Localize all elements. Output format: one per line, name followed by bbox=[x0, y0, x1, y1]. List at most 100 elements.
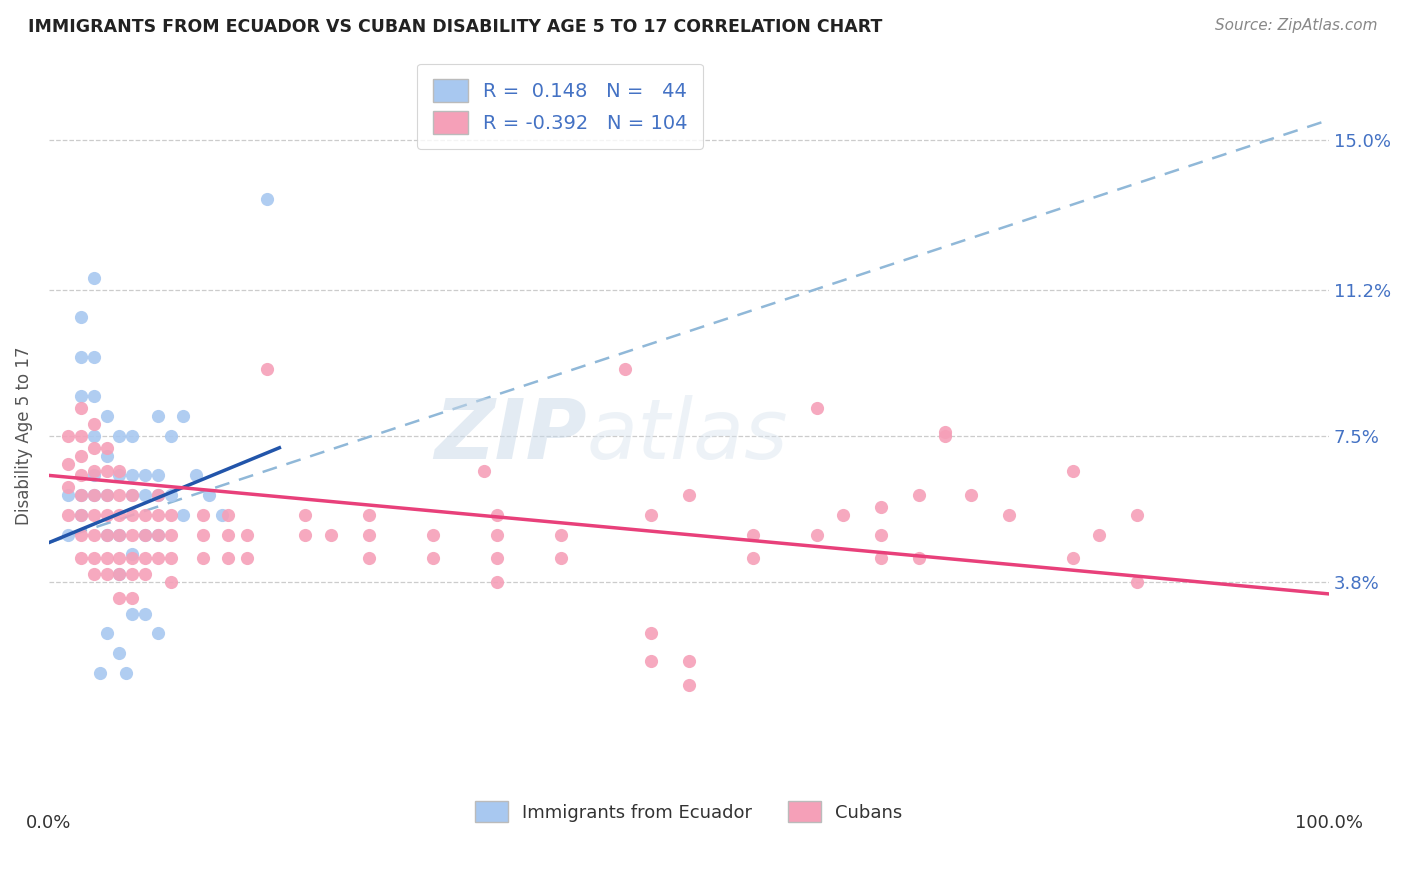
Point bbox=[56, 488, 79, 502]
Text: IMMIGRANTS FROM ECUADOR VS CUBAN DISABILITY AGE 5 TO 17 CORRELATION CHART: IMMIGRANTS FROM ECUADOR VS CUBAN DISABIL… bbox=[28, 18, 883, 36]
Point bbox=[640, 508, 662, 522]
Point bbox=[56, 527, 79, 541]
Point bbox=[83, 508, 105, 522]
Point bbox=[217, 527, 239, 541]
Text: Source: ZipAtlas.com: Source: ZipAtlas.com bbox=[1215, 18, 1378, 33]
Point bbox=[485, 575, 508, 590]
Point bbox=[159, 527, 181, 541]
Point bbox=[146, 508, 169, 522]
Point bbox=[121, 488, 143, 502]
Point bbox=[83, 468, 105, 483]
Point bbox=[146, 527, 169, 541]
Point bbox=[108, 646, 131, 660]
Point bbox=[134, 551, 156, 566]
Point bbox=[70, 508, 93, 522]
Point bbox=[1126, 575, 1149, 590]
Point bbox=[422, 527, 444, 541]
Point bbox=[89, 665, 111, 680]
Point bbox=[70, 527, 93, 541]
Point bbox=[70, 468, 93, 483]
Point bbox=[357, 508, 380, 522]
Point bbox=[70, 488, 93, 502]
Point bbox=[121, 551, 143, 566]
Point bbox=[96, 441, 118, 455]
Point bbox=[121, 548, 143, 562]
Point bbox=[83, 527, 105, 541]
Point bbox=[870, 500, 893, 514]
Point bbox=[83, 488, 105, 502]
Point bbox=[485, 551, 508, 566]
Point bbox=[108, 527, 131, 541]
Point bbox=[96, 409, 118, 424]
Point bbox=[640, 654, 662, 668]
Point bbox=[121, 468, 143, 483]
Point bbox=[1087, 527, 1109, 541]
Point bbox=[908, 551, 931, 566]
Point bbox=[108, 527, 131, 541]
Point bbox=[159, 575, 181, 590]
Point bbox=[422, 551, 444, 566]
Point bbox=[114, 665, 136, 680]
Point bbox=[56, 508, 79, 522]
Point bbox=[870, 551, 893, 566]
Point bbox=[191, 527, 214, 541]
Point bbox=[146, 468, 169, 483]
Point bbox=[908, 488, 931, 502]
Point bbox=[134, 527, 156, 541]
Point bbox=[357, 527, 380, 541]
Point bbox=[806, 527, 828, 541]
Point bbox=[108, 551, 131, 566]
Point bbox=[70, 488, 93, 502]
Point bbox=[319, 527, 342, 541]
Point bbox=[191, 508, 214, 522]
Point bbox=[678, 678, 700, 692]
Point bbox=[236, 527, 259, 541]
Point bbox=[211, 508, 233, 522]
Point bbox=[934, 429, 956, 443]
Point bbox=[550, 527, 572, 541]
Point bbox=[134, 468, 156, 483]
Point bbox=[96, 551, 118, 566]
Point bbox=[108, 591, 131, 605]
Point bbox=[485, 508, 508, 522]
Point bbox=[70, 310, 93, 325]
Point bbox=[121, 567, 143, 582]
Point bbox=[121, 527, 143, 541]
Point bbox=[998, 508, 1021, 522]
Point bbox=[108, 488, 131, 502]
Point bbox=[83, 271, 105, 285]
Point bbox=[70, 389, 93, 403]
Point bbox=[96, 488, 118, 502]
Point bbox=[678, 488, 700, 502]
Point bbox=[83, 441, 105, 455]
Point bbox=[159, 508, 181, 522]
Point bbox=[134, 527, 156, 541]
Point bbox=[70, 449, 93, 463]
Point bbox=[70, 429, 93, 443]
Point bbox=[83, 389, 105, 403]
Point bbox=[96, 567, 118, 582]
Point bbox=[83, 429, 105, 443]
Point bbox=[121, 429, 143, 443]
Point bbox=[640, 626, 662, 640]
Point bbox=[806, 401, 828, 416]
Point bbox=[870, 527, 893, 541]
Point bbox=[159, 488, 181, 502]
Point bbox=[108, 468, 131, 483]
Point bbox=[1062, 551, 1084, 566]
Point bbox=[108, 429, 131, 443]
Point bbox=[614, 361, 637, 376]
Point bbox=[96, 626, 118, 640]
Point bbox=[96, 527, 118, 541]
Point bbox=[146, 527, 169, 541]
Point bbox=[121, 607, 143, 621]
Point bbox=[83, 551, 105, 566]
Point bbox=[678, 654, 700, 668]
Point bbox=[83, 465, 105, 479]
Point bbox=[121, 508, 143, 522]
Point bbox=[96, 465, 118, 479]
Point bbox=[108, 567, 131, 582]
Point bbox=[83, 417, 105, 431]
Point bbox=[70, 401, 93, 416]
Point bbox=[831, 508, 853, 522]
